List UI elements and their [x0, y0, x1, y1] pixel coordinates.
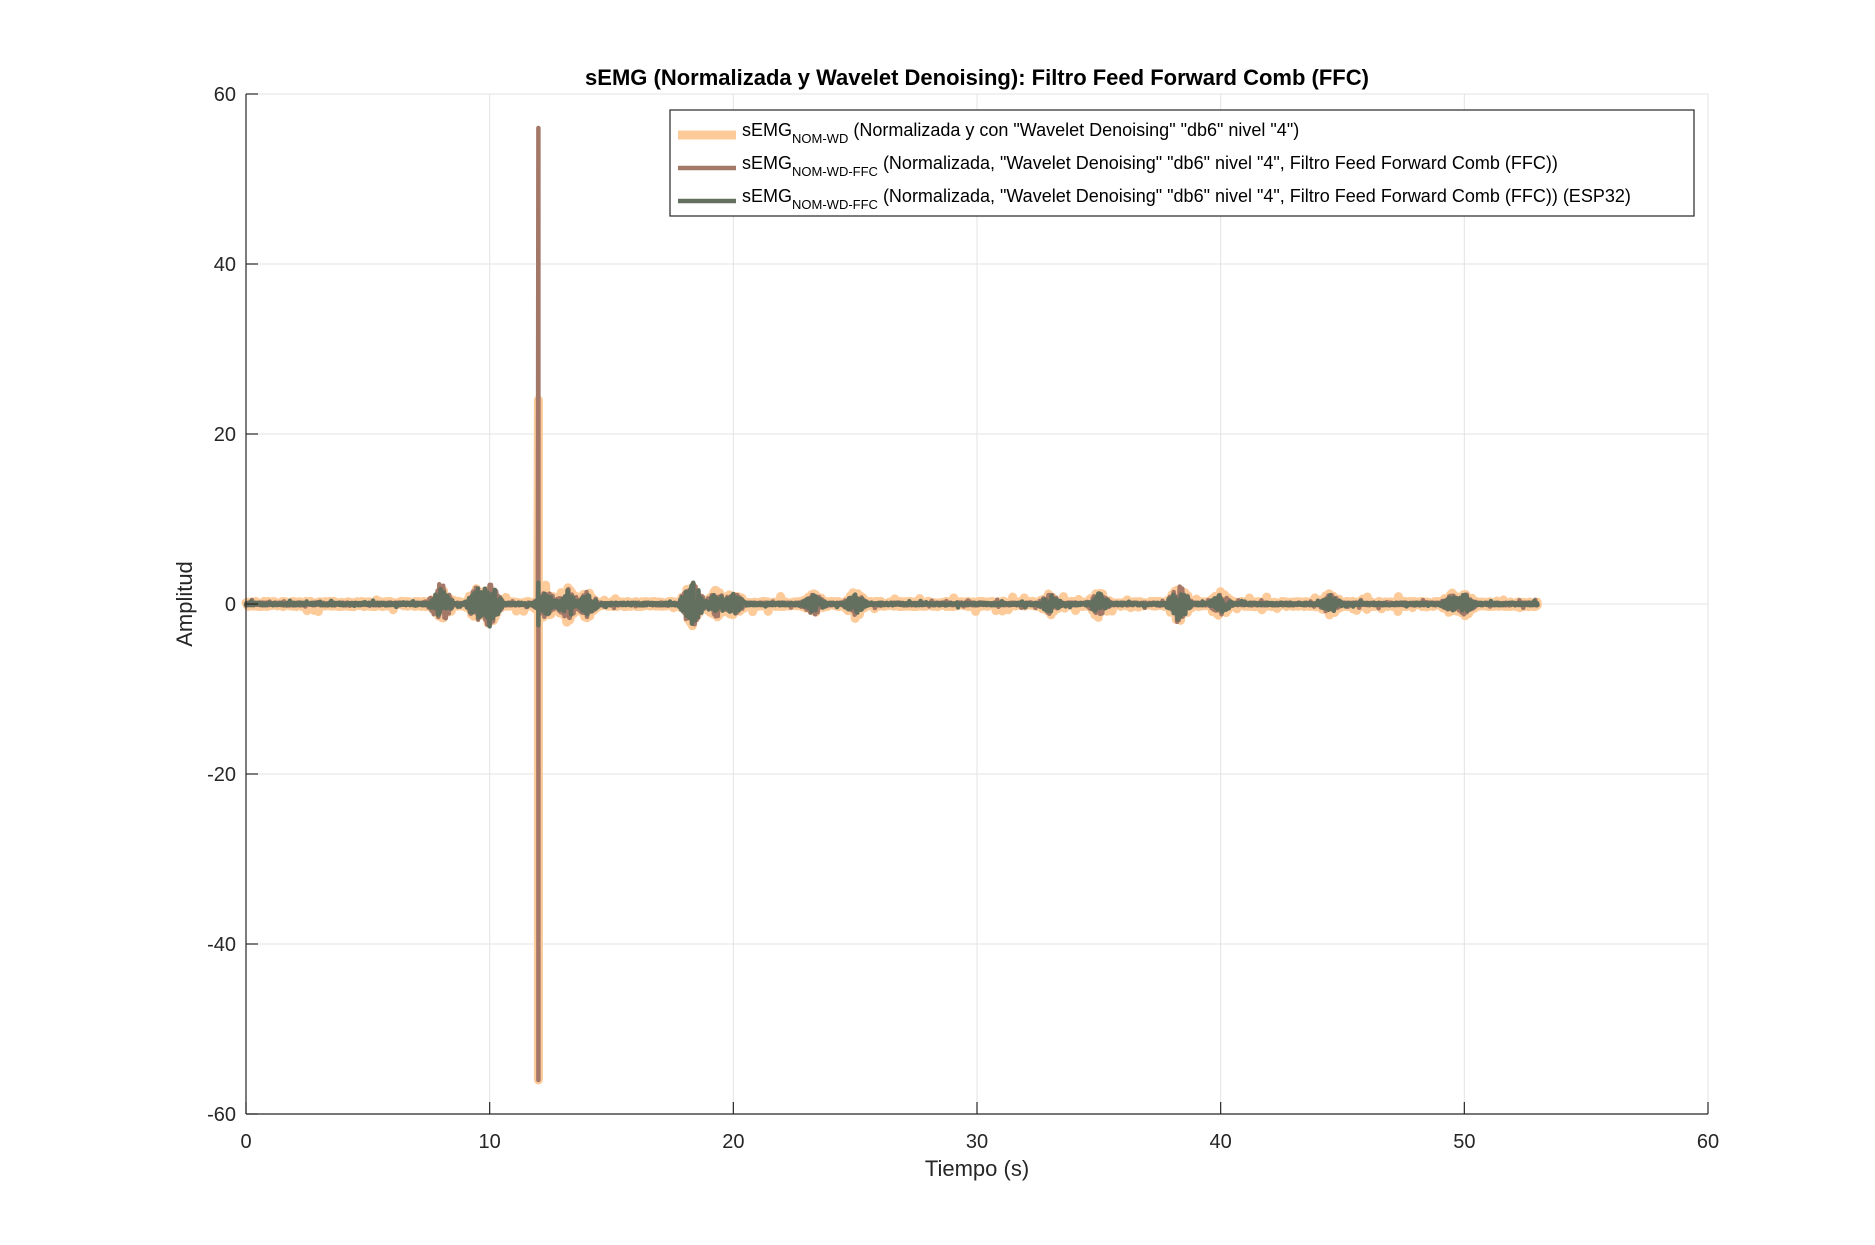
chart-title: sEMG (Normalizada y Wavelet Denoising): … — [585, 65, 1369, 90]
legend-main: sEMG — [742, 153, 792, 173]
x-axis-label: Tiempo (s) — [925, 1156, 1029, 1181]
legend-rest: (Normalizada, "Wavelet Denoising" "db6" … — [878, 186, 1631, 206]
x-tick-label: 10 — [479, 1131, 501, 1153]
x-tick-label: 30 — [966, 1131, 988, 1153]
y-tick-label: 20 — [214, 424, 236, 446]
series-layer — [241, 125, 1542, 1085]
y-tick-label: -20 — [207, 764, 236, 786]
legend-rest: (Normalizada, "Wavelet Denoising" "db6" … — [878, 153, 1558, 173]
legend-rest: (Normalizada y con "Wavelet Denoising" "… — [848, 120, 1299, 140]
y-tick-label: 60 — [214, 84, 236, 106]
x-tick-label: 40 — [1210, 1131, 1232, 1153]
series-line-2 — [243, 580, 1540, 629]
x-tick-label: 50 — [1453, 1131, 1475, 1153]
legend-entry-2: sEMGNOM-WD-FFC (Normalizada, "Wavelet De… — [742, 186, 1631, 212]
legend-entry-0: sEMGNOM-WD (Normalizada y con "Wavelet D… — [742, 120, 1299, 146]
legend-main: sEMG — [742, 120, 792, 140]
legend-box — [669, 109, 1695, 217]
y-tick-label: 0 — [225, 594, 236, 616]
x-tick-label: 60 — [1697, 1131, 1719, 1153]
ticks: 0 10 20 30 40 50 60 60 40 20 0 -20 -40 -60 — [207, 84, 1719, 1153]
y-axis-label: Amplitud — [172, 561, 197, 647]
legend-main: sEMG — [742, 186, 792, 206]
legend-sub: NOM-WD — [792, 131, 848, 146]
y-tick-label: -40 — [207, 934, 236, 956]
y-tick-label: 40 — [214, 254, 236, 276]
legend-sub: NOM-WD-FFC — [792, 197, 878, 212]
y-tick-label: -60 — [207, 1104, 236, 1126]
legend-entry-1: sEMGNOM-WD-FFC (Normalizada, "Wavelet De… — [742, 153, 1558, 179]
x-tick-label: 0 — [240, 1131, 251, 1153]
legend: sEMGNOM-WD (Normalizada y con "Wavelet D… — [669, 109, 1695, 217]
x-tick-label: 20 — [722, 1131, 744, 1153]
legend-sub: NOM-WD-FFC — [792, 164, 878, 179]
